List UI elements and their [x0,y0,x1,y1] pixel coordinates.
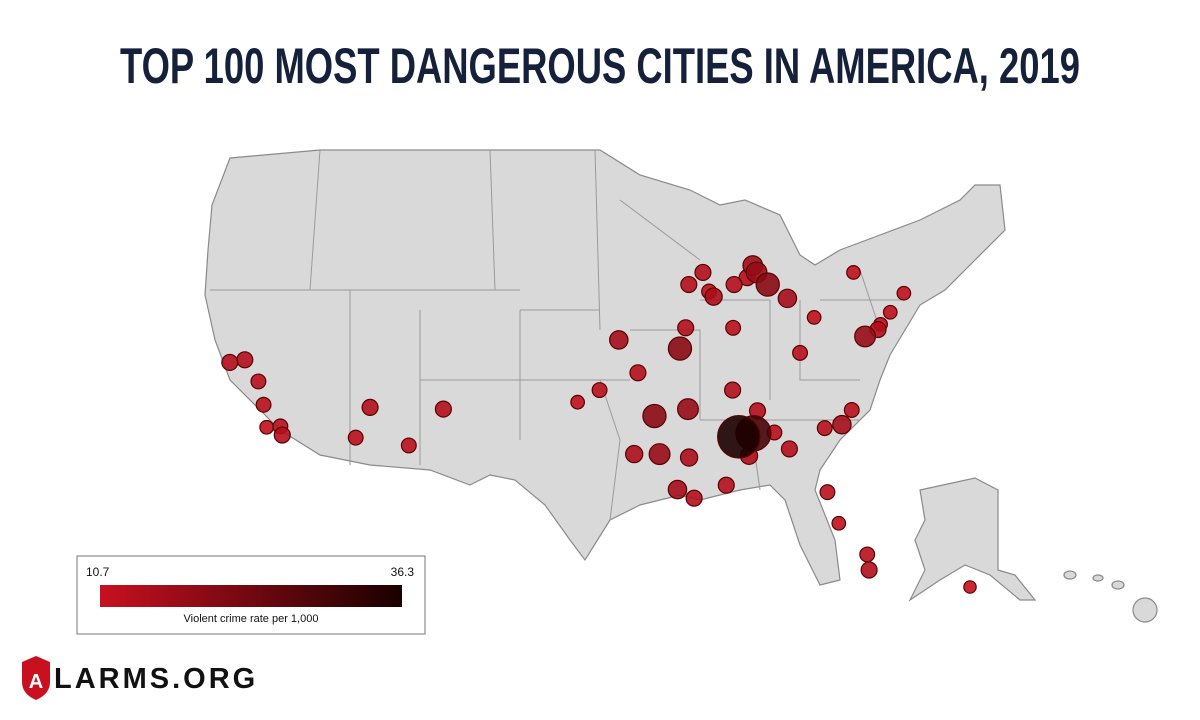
hawaii [1063,570,1158,623]
city-bubble [846,265,861,280]
city-bubble [717,415,761,459]
logo-text: LARMS.ORG [54,663,258,695]
city-bubble [255,396,272,413]
city-bubbles [221,255,977,594]
city-bubble [361,398,379,416]
city-bubble [625,444,644,464]
city-bubble [819,484,836,501]
city-bubble [725,319,742,336]
city-bubble [685,489,703,507]
city-bubble [806,310,822,325]
city-bubble [725,275,743,294]
city-bubble [677,319,695,337]
legend-gradient [100,585,402,607]
city-bubble [667,479,688,500]
city-bubble [792,344,809,361]
city-bubble [570,394,585,410]
city-bubble [591,382,608,399]
city-bubble [667,336,693,361]
legend-min: 10.7 [86,565,110,579]
city-bubble [717,476,735,494]
city-bubble [859,546,876,563]
city-bubble [780,440,798,458]
city-bubble [259,419,275,435]
city-bubble [679,448,699,467]
city-bubble [694,263,712,282]
legend-max: 36.3 [391,565,415,579]
city-bubble [816,420,833,437]
city-bubble [221,353,239,371]
city-bubble [963,580,977,594]
city-bubble [609,330,629,350]
alaska [908,477,1037,602]
city-bubble [831,515,847,531]
logo-mark: A [29,671,43,693]
city-bubble [882,304,898,320]
legend-label: Violent crime rate per 1,000 [184,613,319,625]
city-bubble [642,403,667,429]
city-bubble [400,437,417,454]
city-bubble [832,414,852,435]
city-bubble [347,429,364,446]
city-bubble [236,351,254,369]
city-bubble [273,426,291,444]
city-bubble [777,288,798,309]
city-bubble [680,275,698,294]
city-bubble [896,285,912,301]
logo-shield [22,656,50,700]
city-bubble [860,561,878,579]
city-bubble [724,381,742,399]
city-bubble [854,325,877,348]
city-bubble [677,398,699,421]
us-outline [204,149,1006,586]
city-bubble [629,364,647,382]
title: TOP 100 MOST DANGEROUS CITIES IN AMERICA… [120,38,1080,94]
city-bubble [648,443,671,466]
city-bubble [434,400,452,418]
city-bubble [755,272,780,297]
city-bubble [704,287,723,306]
city-bubble [250,373,267,390]
city-bubble [843,401,860,418]
